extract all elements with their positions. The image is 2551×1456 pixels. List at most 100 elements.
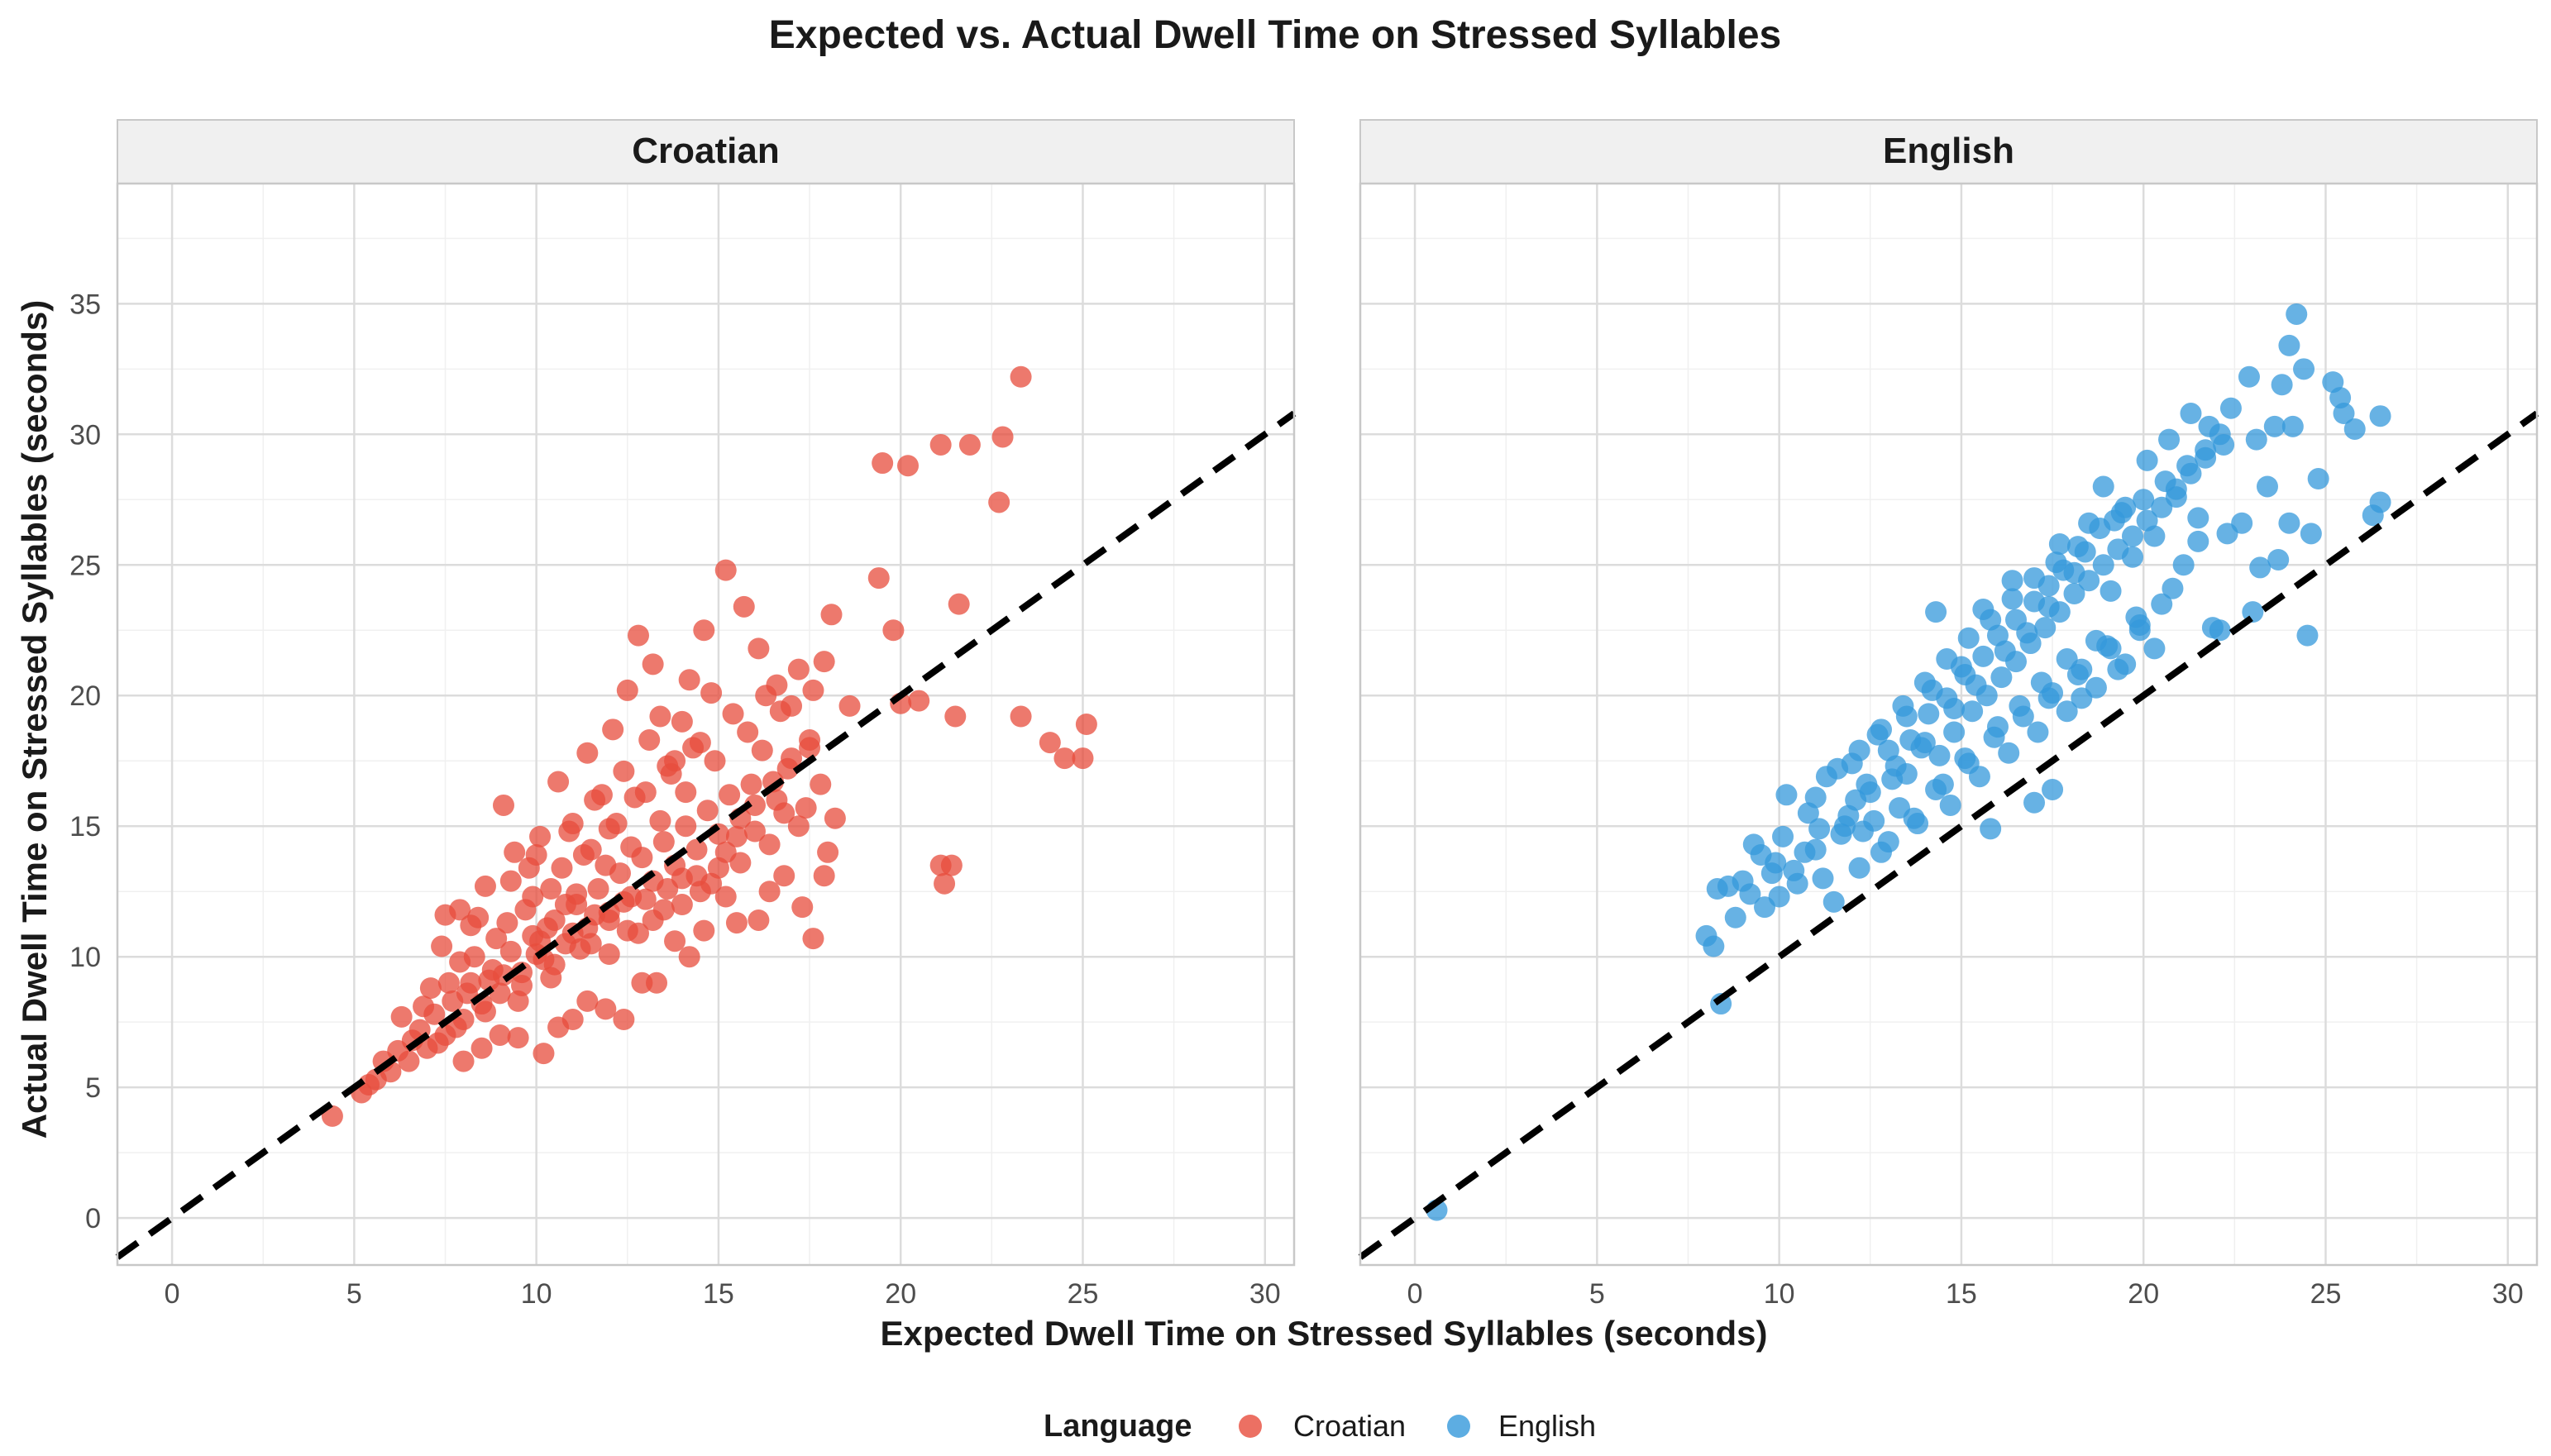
data-point <box>437 971 460 994</box>
data-point <box>2307 468 2329 490</box>
data-point <box>2100 580 2122 602</box>
data-point <box>678 946 700 968</box>
data-point <box>2172 554 2195 576</box>
data-point <box>2052 559 2075 581</box>
data-point <box>551 857 573 879</box>
data-point <box>1986 624 2009 647</box>
data-point <box>2278 512 2300 534</box>
data-point <box>682 737 705 759</box>
data-point <box>799 728 821 751</box>
data-point <box>474 875 496 897</box>
data-point <box>2195 446 2217 469</box>
data-point <box>1889 797 1911 819</box>
data-point <box>867 567 890 590</box>
data-point <box>1983 726 2005 748</box>
data-point <box>1804 786 1827 809</box>
x-tick-label: 0 <box>165 1278 180 1310</box>
data-point <box>1072 747 1094 770</box>
data-point <box>1830 823 1852 845</box>
data-point <box>817 841 839 863</box>
data-point <box>602 718 624 741</box>
data-point <box>2023 590 2046 613</box>
data-point <box>649 809 671 832</box>
x-tick-label: 15 <box>1946 1278 1977 1310</box>
data-point <box>707 857 729 879</box>
data-point <box>725 825 748 847</box>
data-point <box>1918 703 1940 725</box>
data-point <box>2369 405 2391 427</box>
data-point <box>2271 374 2293 396</box>
data-point <box>504 841 526 863</box>
data-point <box>700 682 723 704</box>
data-point <box>2209 619 2231 642</box>
data-point <box>1877 739 1899 761</box>
data-point <box>419 977 442 1000</box>
data-point <box>2286 303 2308 325</box>
data-point <box>2114 653 2137 675</box>
data-point <box>725 912 748 934</box>
identity-line <box>1358 410 2539 1260</box>
data-point <box>2063 583 2085 605</box>
y-tick-label: 15 <box>69 811 101 843</box>
data-point <box>540 878 562 900</box>
data-point <box>1980 818 2002 840</box>
data-point <box>2278 334 2300 356</box>
data-point <box>2333 403 2355 425</box>
data-point <box>944 705 967 728</box>
legend-key-croatian <box>1239 1415 1262 1438</box>
data-point <box>642 653 664 675</box>
data-point <box>1895 763 1918 785</box>
data-point <box>2042 778 2064 800</box>
y-tick-label: 35 <box>69 289 101 320</box>
data-point <box>1998 742 2020 764</box>
data-point <box>2281 415 2304 437</box>
data-point <box>755 685 777 707</box>
data-point <box>2034 617 2057 639</box>
data-point <box>743 820 766 843</box>
data-point <box>948 593 970 615</box>
legend-title: Language <box>1044 1409 1192 1444</box>
data-point <box>1943 721 1966 743</box>
data-point <box>1975 685 1998 707</box>
data-point <box>802 679 824 701</box>
facet-panels: Croatian 0 5 10 15 20 25 30 0 5 10 15 20 25 30 35 Englis… <box>69 119 2539 1310</box>
data-point <box>820 604 843 626</box>
data-point <box>1848 857 1870 879</box>
data-point <box>897 455 920 477</box>
x-tick-label: 20 <box>885 1278 916 1310</box>
data-point <box>525 843 547 866</box>
data-point <box>1870 841 1892 863</box>
data-point <box>623 786 646 809</box>
data-point <box>598 943 620 966</box>
data-point <box>2151 496 2173 518</box>
data-point <box>810 773 832 795</box>
data-point <box>2249 556 2272 579</box>
data-point <box>2136 449 2158 471</box>
facet-strip-croatian <box>117 119 1295 184</box>
data-point <box>2107 538 2129 561</box>
data-point <box>1961 700 1984 723</box>
data-point <box>580 933 602 955</box>
data-point <box>471 1037 493 1059</box>
data-point <box>1954 663 1976 685</box>
data-point <box>2154 470 2176 493</box>
data-point <box>2071 658 2093 680</box>
data-point <box>427 1032 449 1054</box>
data-point <box>1936 687 1958 709</box>
x-tick-label: 5 <box>1589 1278 1605 1310</box>
data-point <box>1783 859 1805 881</box>
legend-label-croatian: Croatian <box>1293 1409 1406 1443</box>
data-point <box>1827 757 1849 780</box>
data-point <box>751 739 773 761</box>
data-point <box>1892 695 1914 717</box>
data-point <box>652 899 675 921</box>
data-point <box>748 637 770 660</box>
data-point <box>737 721 759 743</box>
data-point <box>1913 671 1936 694</box>
data-point <box>908 690 930 712</box>
data-point <box>2023 791 2046 814</box>
facet-label-english: English <box>1883 131 2014 171</box>
y-tick-label: 5 <box>85 1072 101 1104</box>
data-point <box>547 771 570 793</box>
